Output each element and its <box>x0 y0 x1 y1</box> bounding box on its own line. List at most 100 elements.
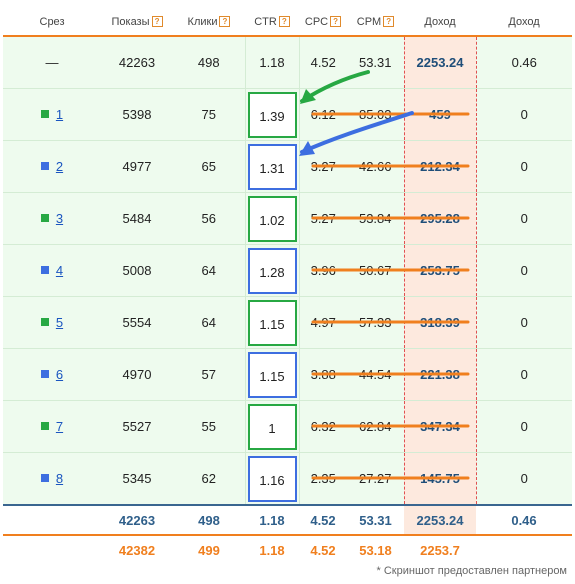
income-value: 459 <box>429 107 451 122</box>
totals-cpc: 4.52 <box>310 512 336 528</box>
cpm-cell: 53.31 <box>347 37 404 89</box>
green-square-icon <box>40 318 49 326</box>
slice-cell: 1 <box>3 88 101 141</box>
slice-link[interactable]: 1 <box>55 107 64 122</box>
impressions-cell: 4970 <box>101 348 173 401</box>
col-cpc[interactable]: CPC? <box>299 9 347 36</box>
income-value: 145.75 <box>420 471 460 486</box>
clicks-cell: 62 <box>173 452 245 506</box>
cpm-cell: 50.67 <box>347 244 404 297</box>
cpc-cell: 3.96 <box>299 244 347 297</box>
green-square-icon <box>40 422 49 430</box>
ctr-highlight-box: 1.28 <box>247 247 297 294</box>
income-2-cell: 0 <box>476 348 572 401</box>
income-value: 347.34 <box>420 419 460 434</box>
clicks-cell: 65 <box>173 140 245 193</box>
income-2-cell: 0 <box>476 452 572 506</box>
slice-link[interactable]: 7 <box>55 419 64 434</box>
income-value: 253.75 <box>420 263 460 278</box>
income-cell: 347.34 <box>403 400 477 453</box>
footnote: * Скриншот предоставлен партнером <box>376 565 567 577</box>
col-ctr[interactable]: CTR? <box>245 9 299 36</box>
totals-2-ctr: 1.18 <box>259 542 285 558</box>
cpm-cell: 44.54 <box>347 348 404 401</box>
income-2-cell: 0 <box>476 400 572 453</box>
income-2-cell: 0 <box>476 140 572 193</box>
blue-square-icon <box>40 266 49 274</box>
income-cell: 318.39 <box>403 296 477 349</box>
income-2-cell: 0 <box>476 296 572 349</box>
ctr-cell: 1.15 <box>244 296 300 349</box>
totals-row: 42263 498 1.18 4.52 53.31 2253.24 0.46 <box>3 506 572 535</box>
table-row: 7 5527 55 1 6.32 62.84 347.34 0 <box>3 400 572 453</box>
income-cell: 253.75 <box>403 244 477 297</box>
totals-income-2: 0.46 <box>511 512 537 528</box>
slice-link[interactable]: 8 <box>55 471 64 486</box>
slice-cell: 5 <box>3 296 101 349</box>
ctr-highlight-box: 1.15 <box>247 299 297 346</box>
slice-link[interactable]: 2 <box>55 159 64 174</box>
ctr-cell: 1.18 <box>244 37 300 89</box>
help-icon[interactable]: ? <box>219 16 231 27</box>
ctr-highlight-box: 1.39 <box>247 91 297 138</box>
cpc-cell: 4.52 <box>299 37 347 89</box>
green-square-icon <box>40 110 49 118</box>
income-2-cell: 0 <box>476 88 572 141</box>
ctr-cell: 1.31 <box>244 140 300 193</box>
income-cell: 145.75 <box>403 452 477 506</box>
ctr-cell: 1.15 <box>244 348 300 401</box>
table-row: 8 5345 62 1.16 2.35 27.27 145.75 0 <box>3 452 572 506</box>
income-cell: 221.38 <box>403 348 477 401</box>
slice-cell: 2 <box>3 140 101 193</box>
slice-link[interactable]: 4 <box>55 263 64 278</box>
impressions-cell: 42263 <box>101 37 173 89</box>
col-clicks-label: Клики <box>187 16 218 28</box>
impressions-cell: 5398 <box>101 88 173 141</box>
income-cell: 2253.24 <box>403 37 477 89</box>
cpm-cell: 27.27 <box>347 452 404 506</box>
col-cpm-label: CPM <box>356 16 382 28</box>
col-impressions[interactable]: Показы? <box>101 9 173 36</box>
slice-link[interactable]: 6 <box>55 367 64 382</box>
table-row: 2 4977 65 1.31 3.27 42.66 212.34 0 <box>3 140 572 193</box>
ctr-cell: 1.16 <box>244 452 300 506</box>
help-icon[interactable]: ? <box>151 16 163 27</box>
col-cpm[interactable]: CPM? <box>347 9 404 36</box>
impressions-cell: 4977 <box>101 140 173 193</box>
clicks-cell: 498 <box>173 37 245 89</box>
stats-table: Срез Показы? Клики? CTR? CPC? CPM? Доход… <box>3 9 572 564</box>
slice-cell: 7 <box>3 400 101 453</box>
clicks-cell: 55 <box>173 400 245 453</box>
help-icon[interactable]: ? <box>330 16 342 27</box>
cpc-cell: 3.88 <box>299 348 347 401</box>
col-slice[interactable]: Срез <box>3 9 101 36</box>
slice-cell: 6 <box>3 348 101 401</box>
ctr-cell: 1.02 <box>244 192 300 245</box>
impressions-cell: 5527 <box>101 400 173 453</box>
slice-label: — <box>45 55 59 70</box>
col-income-2[interactable]: Доход <box>476 9 572 36</box>
ctr-cell: 1 <box>244 400 300 453</box>
clicks-cell: 75 <box>173 88 245 141</box>
totals-cpm: 53.31 <box>359 512 392 528</box>
clicks-cell: 56 <box>173 192 245 245</box>
slice-link[interactable]: 5 <box>55 315 64 330</box>
help-icon[interactable]: ? <box>278 16 290 27</box>
totals-2-label-cell <box>3 536 101 564</box>
help-icon[interactable]: ? <box>383 16 395 27</box>
cpc-cell: 5.27 <box>299 192 347 245</box>
blue-square-icon <box>40 370 49 378</box>
income-value: 295.28 <box>420 211 460 226</box>
cpm-cell: 42.66 <box>347 140 404 193</box>
income-2-cell: 0 <box>476 244 572 297</box>
totals-2-clicks: 499 <box>198 542 220 558</box>
totals-2-impressions: 42382 <box>118 542 156 558</box>
totals-2-income: 2253.7 <box>420 542 460 558</box>
col-income-2-label: Доход <box>508 16 540 28</box>
col-clicks[interactable]: Клики? <box>173 9 245 36</box>
table-row: 5 5554 64 1.15 4.97 57.33 318.39 0 <box>3 296 572 349</box>
slice-link[interactable]: 3 <box>55 211 64 226</box>
col-income[interactable]: Доход <box>404 9 476 36</box>
income-cell: 459 <box>403 88 477 141</box>
totals-impressions: 42263 <box>118 512 156 528</box>
